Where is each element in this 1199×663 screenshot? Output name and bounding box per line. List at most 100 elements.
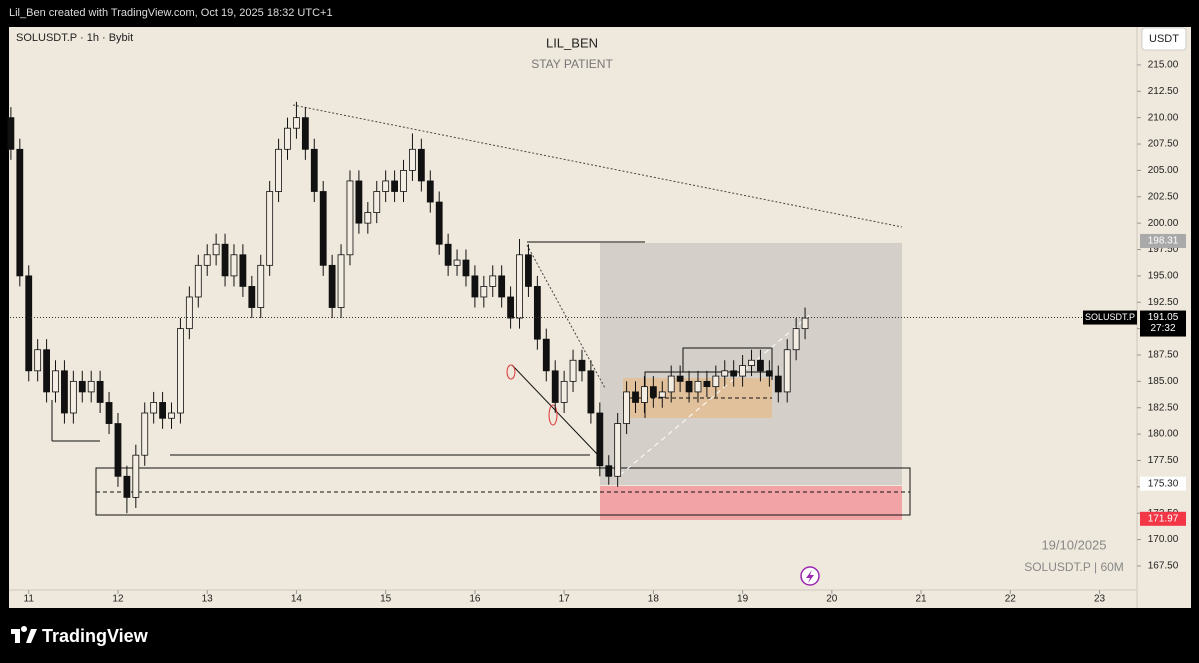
candle-body [230,254,238,277]
candle-body [498,275,506,298]
y-tick-label: 192.50 [1148,297,1179,308]
candle-body [569,359,577,382]
candle-body [105,402,113,424]
y-tick-label: 202.50 [1148,191,1179,202]
candle-body [239,254,247,287]
currency[interactable]: USDT [1149,33,1179,45]
candle-body [739,365,746,377]
candle-body [409,148,416,171]
candle-body [533,286,541,340]
price-label-box [1140,233,1186,248]
logo-mark [11,626,37,643]
chart-title: LIL_BEN [546,35,598,50]
y-tick-label: 197.50 [1148,244,1179,255]
candle-body [364,212,372,224]
x-tick-label: 19 [737,594,749,605]
trendline [526,244,606,389]
watermark-date: 19/10/2025 [1041,537,1106,552]
current-price-label: 191.05 [1148,312,1179,323]
candle-body [52,370,59,393]
candle-body [43,349,50,393]
logo-text: TradingView [42,626,149,646]
y-tick-label: 200.00 [1148,218,1179,229]
candle-body [730,370,738,377]
candle-body [132,454,140,498]
candle-body [632,391,639,403]
y-tick-label: 205.00 [1148,165,1179,176]
candle-body [801,317,809,330]
y-tick-label: 210.00 [1148,112,1179,123]
x-tick-label: 15 [380,594,392,605]
currency-box[interactable] [1141,27,1187,51]
logo: TradingView [11,626,149,646]
candle-body [507,296,514,319]
candle-body [765,370,773,377]
candle-body [605,465,613,477]
candle-body [284,127,291,150]
candle-body [194,264,202,298]
candle-body [96,380,104,403]
candle-body [792,328,800,351]
candle-body [185,296,193,330]
candle-body [400,169,407,192]
y-tick-label: 185.00 [1148,376,1179,387]
candle-body [150,402,158,414]
watermark-symbol: SOLUSDT.P | 60M [1024,560,1124,574]
candle-body [551,370,559,403]
marker [506,364,516,380]
candle-body [87,380,95,393]
price-label-box [1140,511,1186,526]
y-tick-label: 182.50 [1148,402,1179,413]
countdown: 27:32 [1150,323,1175,334]
y-tick-label: 187.50 [1148,350,1179,361]
candle-body [748,359,755,366]
range-box [682,347,773,372]
candle-body [114,423,122,477]
candle-body [623,391,630,424]
candle-body [587,370,595,414]
price-label: 171.97 [1148,513,1179,524]
candle-body [275,148,282,192]
candle-body [480,286,488,298]
candle-body [257,264,265,308]
candle-body [78,380,86,393]
candle-body [69,380,77,414]
current-price-name-box [1083,310,1137,325]
x-tick-label: 18 [648,594,660,605]
alert-icon-bolt[interactable] [806,570,814,583]
candle-body [471,275,479,298]
candle-body [783,349,791,393]
candle-body [310,148,318,192]
x-tick-label: 16 [469,594,481,605]
candle-body [641,386,648,403]
candle-body [319,191,327,266]
candle-body [391,180,398,192]
x-tick-label: 14 [291,594,303,605]
price-label-box [1140,476,1186,491]
candle-body [435,201,443,245]
marker [548,404,558,426]
header: Lil_Ben created with TradingView.com, Oc… [9,7,333,19]
symbol-info: SOLUSDT.P · 1h · Bybit [16,32,133,44]
candle-body [337,254,345,308]
marks [7,101,809,514]
candle-body [712,375,720,388]
candle-body [596,412,604,467]
y-tick-label: 195.00 [1148,271,1179,282]
candle-body [373,191,381,213]
current-price-box [1140,310,1186,337]
candle-body [16,148,24,277]
candle-body [203,254,211,266]
candle-body [328,264,336,308]
candle-body [676,375,684,382]
x-tick-label: 21 [915,594,927,605]
candle-body [694,380,702,393]
candle-body [355,180,363,224]
candle-body [453,259,461,266]
trendline [292,104,903,228]
x-tick-label: 22 [1005,594,1017,605]
candle-body [721,370,729,377]
candle-body [7,117,15,150]
